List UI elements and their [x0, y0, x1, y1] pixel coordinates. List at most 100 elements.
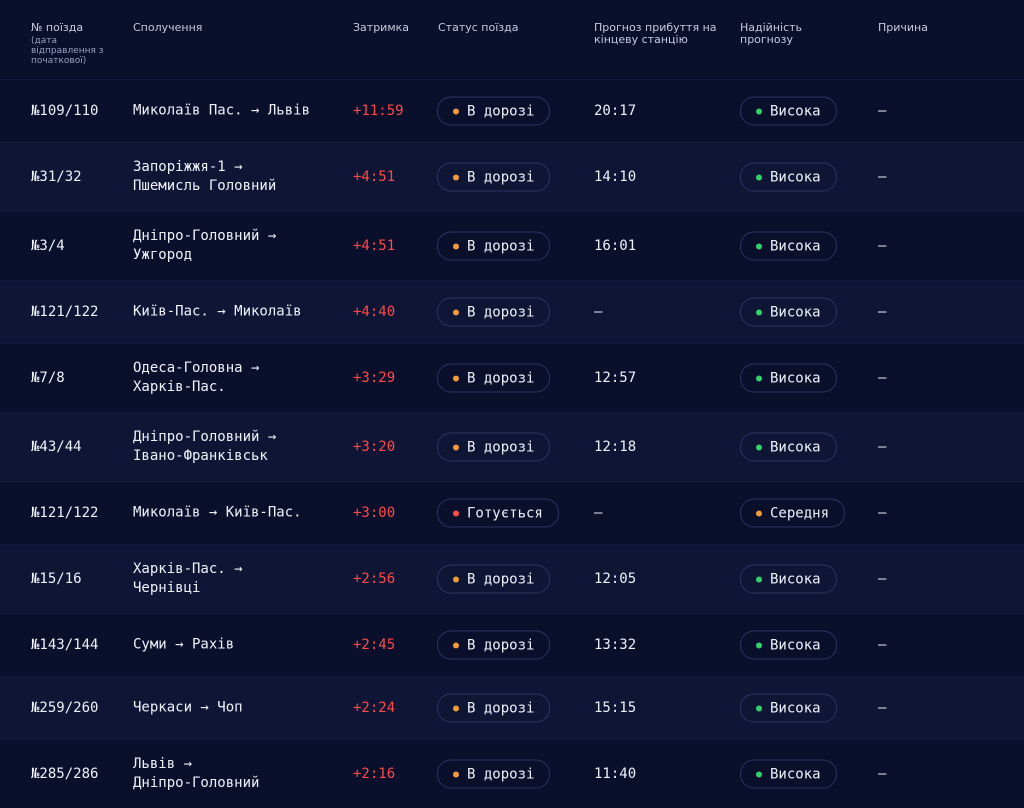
status-dot-icon: [453, 309, 459, 315]
table-row[interactable]: №121/122 Миколаїв → Київ-Пас. +3:00 Готу…: [0, 481, 1024, 544]
train-number: №259/260: [31, 700, 99, 716]
table-row[interactable]: №43/44 Дніпро-Головний → Івано-Франківськ…: [0, 412, 1024, 481]
delay-value: +4:51: [353, 238, 396, 254]
header-eta: Прогноз прибуття на кінцеву станцію: [594, 21, 717, 46]
table-row[interactable]: №7/8 Одеса-Головна → Харків-Пас. +3:29 В …: [0, 343, 1024, 412]
route-line: Дніпро-Головний: [133, 775, 260, 791]
route-line: Івано-Франківськ: [133, 448, 268, 464]
table-row[interactable]: №31/32 Запоріжжя-1 → Пшемисль Головний +4…: [0, 142, 1024, 211]
reliability-label: Висока: [770, 169, 821, 185]
delay-value: +4:40: [353, 304, 396, 320]
route-line: Суми → Рахів: [133, 636, 235, 653]
route-line: Ужгород: [133, 247, 193, 263]
reliability-badge: Висока: [740, 297, 837, 327]
reliability-label: Висока: [770, 103, 821, 119]
status-dot-icon: [453, 375, 459, 381]
route-line: Дніпро-Головний →: [133, 429, 277, 445]
table-row[interactable]: №259/260 Черкаси → Чоп +2:24 В дорозі 15…: [0, 676, 1024, 739]
reliability-dot-icon: [756, 771, 762, 777]
delay-value: +3:20: [353, 439, 396, 455]
reason-value: —: [878, 238, 887, 254]
status-label: В дорозі: [467, 571, 535, 587]
delay-value: +11:59: [353, 103, 404, 119]
eta-value: —: [594, 505, 603, 521]
status-label: В дорозі: [467, 304, 535, 320]
header-reliability: Надійність прогнозу: [740, 21, 803, 46]
route: Запоріжжя-1 → Пшемисль Головний: [133, 158, 276, 196]
reason-value: —: [878, 766, 887, 782]
eta-value: —: [594, 304, 603, 320]
status-label: В дорозі: [467, 103, 535, 119]
status-badge: В дорозі: [437, 96, 551, 126]
status-badge: В дорозі: [437, 162, 551, 192]
reliability-dot-icon: [756, 108, 762, 114]
reliability-dot-icon: [756, 174, 762, 180]
status-dot-icon: [453, 444, 459, 450]
reason-value: —: [878, 505, 887, 521]
eta-value: 12:57: [594, 370, 637, 386]
route: Миколаїв → Київ-Пас.: [133, 504, 302, 523]
train-number: №121/122: [31, 304, 99, 320]
status-dot-icon: [453, 243, 459, 249]
route: Миколаїв Пас. → Львів: [133, 102, 310, 121]
header-train-number: № поїзда (дата відправлення з початкової…: [31, 21, 121, 67]
delay-value: +2:56: [353, 571, 396, 587]
status-label: В дорозі: [467, 370, 535, 386]
table-row[interactable]: №109/110 Миколаїв Пас. → Львів +11:59 В …: [0, 79, 1024, 142]
status-badge: В дорозі: [437, 693, 551, 723]
table-row[interactable]: №3/4 Дніпро-Головний → Ужгород +4:51 В до…: [0, 211, 1024, 280]
reliability-badge: Висока: [740, 162, 837, 192]
delay-value: +3:00: [353, 505, 396, 521]
reliability-badge: Висока: [740, 759, 837, 789]
route: Дніпро-Головний → Івано-Франківськ: [133, 428, 276, 466]
reason-value: —: [878, 169, 887, 185]
reliability-dot-icon: [756, 510, 762, 516]
reliability-label: Висока: [770, 304, 821, 320]
eta-value: 12:05: [594, 571, 637, 587]
train-number: №143/144: [31, 637, 99, 653]
status-label: В дорозі: [467, 700, 535, 716]
reason-value: —: [878, 700, 887, 716]
status-label: В дорозі: [467, 169, 535, 185]
reliability-badge: Середня: [740, 498, 846, 528]
delay-value: +4:51: [353, 169, 396, 185]
train-number: №109/110: [31, 103, 99, 119]
reliability-dot-icon: [756, 309, 762, 315]
reason-value: —: [878, 103, 887, 119]
reason-value: —: [878, 637, 887, 653]
reliability-label: Висока: [770, 700, 821, 716]
table-row[interactable]: №15/16 Харків-Пас. → Чернівці +2:56 В дор…: [0, 544, 1024, 613]
reliability-badge: Висока: [740, 630, 837, 660]
route-line: Миколаїв → Київ-Пас.: [133, 504, 302, 521]
table-row[interactable]: №143/144 Суми → Рахів +2:45 В дорозі 13:…: [0, 613, 1024, 676]
eta-value: 16:01: [594, 238, 637, 254]
train-number: №285/286: [31, 766, 99, 782]
eta-value: 14:10: [594, 169, 637, 185]
reliability-label: Висока: [770, 766, 821, 782]
status-label: Готується: [467, 505, 543, 521]
reliability-dot-icon: [756, 444, 762, 450]
status-badge: В дорозі: [437, 630, 551, 660]
reliability-badge: Висока: [740, 564, 837, 594]
reliability-badge: Висока: [740, 231, 837, 261]
route: Дніпро-Головний → Ужгород: [133, 227, 276, 265]
eta-value: 12:18: [594, 439, 637, 455]
route: Черкаси → Чоп: [133, 699, 243, 718]
header-reason: Причина: [878, 21, 928, 34]
route-line: Одеса-Головна →: [133, 360, 260, 376]
route-line: Чернівці: [133, 580, 201, 596]
delay-value: +2:45: [353, 637, 396, 653]
reason-value: —: [878, 370, 887, 386]
route-line: Миколаїв Пас. → Львів: [133, 102, 311, 119]
status-badge: В дорозі: [437, 297, 551, 327]
table-row[interactable]: №285/286 Львів → Дніпро-Головний +2:16 В …: [0, 739, 1024, 808]
reliability-dot-icon: [756, 705, 762, 711]
eta-value: 15:15: [594, 700, 637, 716]
reliability-dot-icon: [756, 642, 762, 648]
table-row[interactable]: №121/122 Київ-Пас. → Миколаїв +4:40 В до…: [0, 280, 1024, 343]
status-badge: В дорозі: [437, 363, 551, 393]
status-dot-icon: [453, 510, 459, 516]
header-train-number-label: № поїзда: [31, 21, 84, 34]
status-dot-icon: [453, 576, 459, 582]
route-line: Пшемисль Головний: [133, 178, 277, 194]
